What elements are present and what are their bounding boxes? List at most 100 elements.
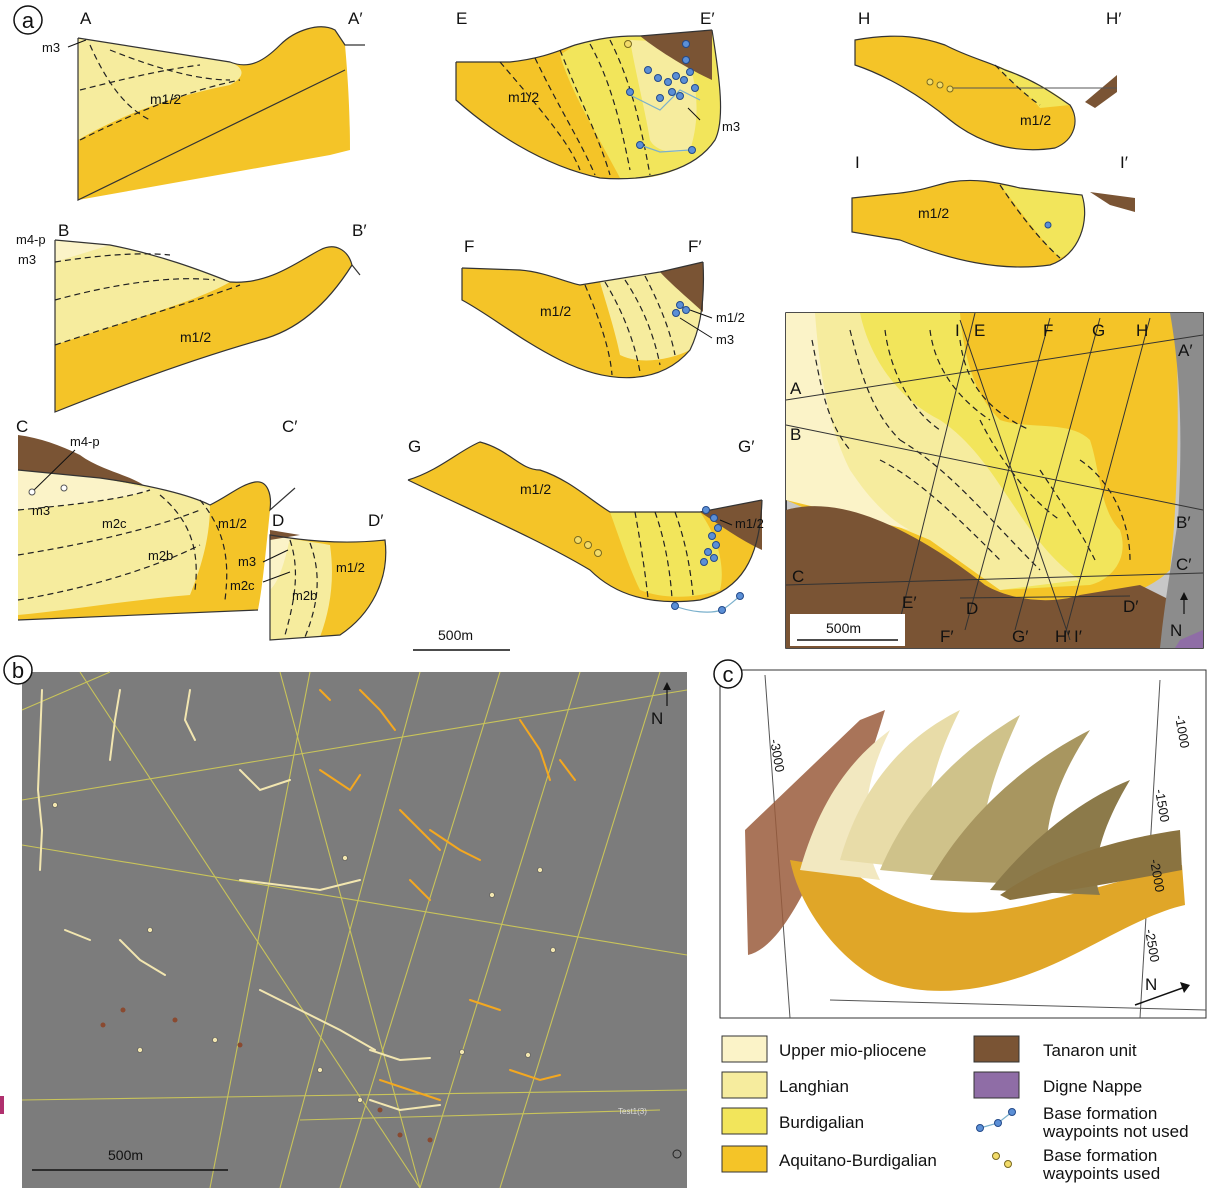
section-g-unit-m12-left: m1/2 bbox=[520, 481, 551, 497]
map-label-i: I bbox=[955, 321, 960, 340]
section-e-unit-m12: m1/2 bbox=[508, 89, 539, 105]
legend-item-langhian: Langhian bbox=[721, 1071, 849, 1099]
section-i-right-label: I′ bbox=[1120, 153, 1128, 172]
section-b: B B′ m4-p m3 m1/2 bbox=[16, 221, 367, 413]
section-e-left-label: E bbox=[456, 9, 467, 28]
section-d-unit-m12: m1/2 bbox=[336, 560, 365, 575]
section-c-unit-m4p: m4-p bbox=[70, 434, 100, 449]
map-label-a-prime: A′ bbox=[1178, 341, 1193, 360]
map-label-b: B bbox=[790, 425, 801, 444]
legend: Upper mio-pliocene Langhian Burdigalian … bbox=[721, 1035, 1189, 1183]
svg-text:Base formation: Base formation bbox=[1043, 1146, 1157, 1165]
legend-item-aquitano-burdigalian: Aquitano-Burdigalian bbox=[721, 1145, 937, 1173]
section-h: H H′ m1/2 bbox=[854, 9, 1121, 151]
section-c-left-label: C bbox=[16, 417, 28, 436]
section-a-unit-m3: m3 bbox=[42, 40, 60, 55]
section-d-right-label: D′ bbox=[368, 511, 383, 530]
section-d-left-label: D bbox=[272, 511, 284, 530]
section-a-left-label: A bbox=[80, 9, 92, 28]
section-f-unit-m12-right: m1/2 bbox=[716, 310, 745, 325]
section-i: I I′ m1/2 bbox=[851, 153, 1135, 268]
panel-a-letter: a bbox=[22, 8, 35, 33]
panel-c: c -1000 -1500 -2000 -2500 -3000 N bbox=[713, 659, 1207, 1019]
map-label-h: H bbox=[1136, 321, 1148, 340]
section-g-right-label: G′ bbox=[738, 437, 754, 456]
legend-item-waypoints-not-used: Base formation waypoints not used bbox=[976, 1104, 1189, 1141]
section-a-right-label: A′ bbox=[348, 9, 363, 28]
section-d-unit-m3: m3 bbox=[238, 554, 256, 569]
section-b-unit-m12: m1/2 bbox=[180, 329, 211, 345]
section-d-unit-m2c: m2c bbox=[230, 578, 255, 593]
panel-c-axis-label-2: -1500 bbox=[1152, 788, 1173, 823]
svg-text:waypoints not used: waypoints not used bbox=[1042, 1122, 1189, 1141]
section-f-right-label: F′ bbox=[688, 237, 702, 256]
section-g-unit-m12-right: m1/2 bbox=[735, 516, 764, 531]
map-label-c: C bbox=[792, 567, 804, 586]
section-g-left-label: G bbox=[408, 437, 421, 456]
map-label-e: E bbox=[974, 321, 985, 340]
map-label-h-prime: H′ bbox=[1055, 627, 1070, 646]
section-b-unit-m4p: m4-p bbox=[16, 232, 46, 247]
legend-item-waypoints-used: Base formation waypoints used bbox=[992, 1146, 1160, 1183]
panel-c-north: N bbox=[1145, 975, 1157, 994]
map-label-e-prime: E′ bbox=[902, 593, 917, 612]
legend-item-digne-nappe: Digne Nappe bbox=[973, 1071, 1142, 1099]
legend-item-upper-mio-pliocene: Upper mio-pliocene bbox=[721, 1035, 926, 1063]
panel-c-axis-label-3: -2000 bbox=[1147, 858, 1168, 893]
section-a-unit-m12: m1/2 bbox=[150, 91, 181, 107]
map-label-d-prime: D′ bbox=[1123, 597, 1138, 616]
section-d-unit-m2b: m2b bbox=[292, 588, 317, 603]
section-f-left-label: F bbox=[464, 237, 474, 256]
svg-text:Aquitano-Burdigalian: Aquitano-Burdigalian bbox=[779, 1151, 937, 1170]
section-c-unit-m2c: m2c bbox=[102, 516, 127, 531]
map-label-a: A bbox=[790, 379, 802, 398]
map-scale-label: 500m bbox=[826, 620, 861, 636]
panel-a-scale-bar: 500m bbox=[413, 627, 510, 651]
section-i-left-label: I bbox=[855, 153, 860, 172]
map-label-g: G bbox=[1092, 321, 1105, 340]
svg-text:Langhian: Langhian bbox=[779, 1077, 849, 1096]
section-b-right-label: B′ bbox=[352, 221, 367, 240]
panel-c-letter: c bbox=[723, 662, 734, 687]
section-f-unit-m3: m3 bbox=[716, 332, 734, 347]
section-h-unit-m12: m1/2 bbox=[1020, 112, 1051, 128]
section-c-unit-m3: m3 bbox=[32, 503, 50, 518]
map-label-f-prime: F′ bbox=[940, 627, 954, 646]
panel-b-north: N bbox=[651, 709, 663, 728]
panel-b: b bbox=[0, 655, 688, 1188]
section-e-unit-m3: m3 bbox=[722, 119, 740, 134]
svg-text:Upper mio-pliocene: Upper mio-pliocene bbox=[779, 1041, 926, 1060]
panel-a-scale-label: 500m bbox=[438, 627, 473, 643]
panel-c-axis-label-1: -1000 bbox=[1172, 714, 1193, 749]
panel-b-badge bbox=[3, 655, 33, 685]
panel-b-line-tag: Test1(3) bbox=[618, 1107, 647, 1116]
section-d: D D′ m3 m2c m2b m1/2 bbox=[230, 511, 387, 641]
map-label-g-prime: G′ bbox=[1012, 627, 1028, 646]
svg-text:Digne Nappe: Digne Nappe bbox=[1043, 1077, 1142, 1096]
legend-item-tanaron-unit: Tanaron unit bbox=[973, 1035, 1137, 1063]
section-e-right-label: E′ bbox=[700, 9, 715, 28]
map-north-label: N bbox=[1170, 621, 1182, 640]
panel-a: a A A′ m3 m1/2 B B bbox=[13, 5, 1204, 651]
panel-c-badge bbox=[713, 659, 743, 689]
section-c-right-label: C′ bbox=[282, 417, 297, 436]
map-inset: I E F G H A′ B′ C′ D′ A B C E′ D F′ G′ H… bbox=[785, 312, 1204, 649]
section-i-unit-m12: m1/2 bbox=[918, 205, 949, 221]
legend-item-burdigalian: Burdigalian bbox=[721, 1107, 864, 1135]
section-h-right-label: H′ bbox=[1106, 9, 1121, 28]
section-g: G G′ m1/2 m1/2 bbox=[407, 437, 764, 614]
panel-b-letter: b bbox=[12, 658, 24, 683]
svg-text:Tanaron unit: Tanaron unit bbox=[1043, 1041, 1137, 1060]
map-label-i-prime: I′ bbox=[1074, 627, 1082, 646]
section-e: E E′ m1/2 m3 bbox=[455, 9, 740, 180]
section-h-left-label: H bbox=[858, 9, 870, 28]
panel-c-axis-label-5: -3000 bbox=[767, 738, 788, 773]
section-f-unit-m12-left: m1/2 bbox=[540, 303, 571, 319]
panel-c-axis-label-4: -2500 bbox=[1142, 928, 1163, 963]
svg-text:Burdigalian: Burdigalian bbox=[779, 1113, 864, 1132]
panel-a-badge bbox=[13, 5, 43, 35]
svg-text:waypoints used: waypoints used bbox=[1042, 1164, 1160, 1183]
section-c: C C′ m4-p m3 m2c m2b m1/2 bbox=[16, 417, 297, 621]
section-f: F F′ m1/2 m1/2 m3 bbox=[461, 237, 745, 379]
